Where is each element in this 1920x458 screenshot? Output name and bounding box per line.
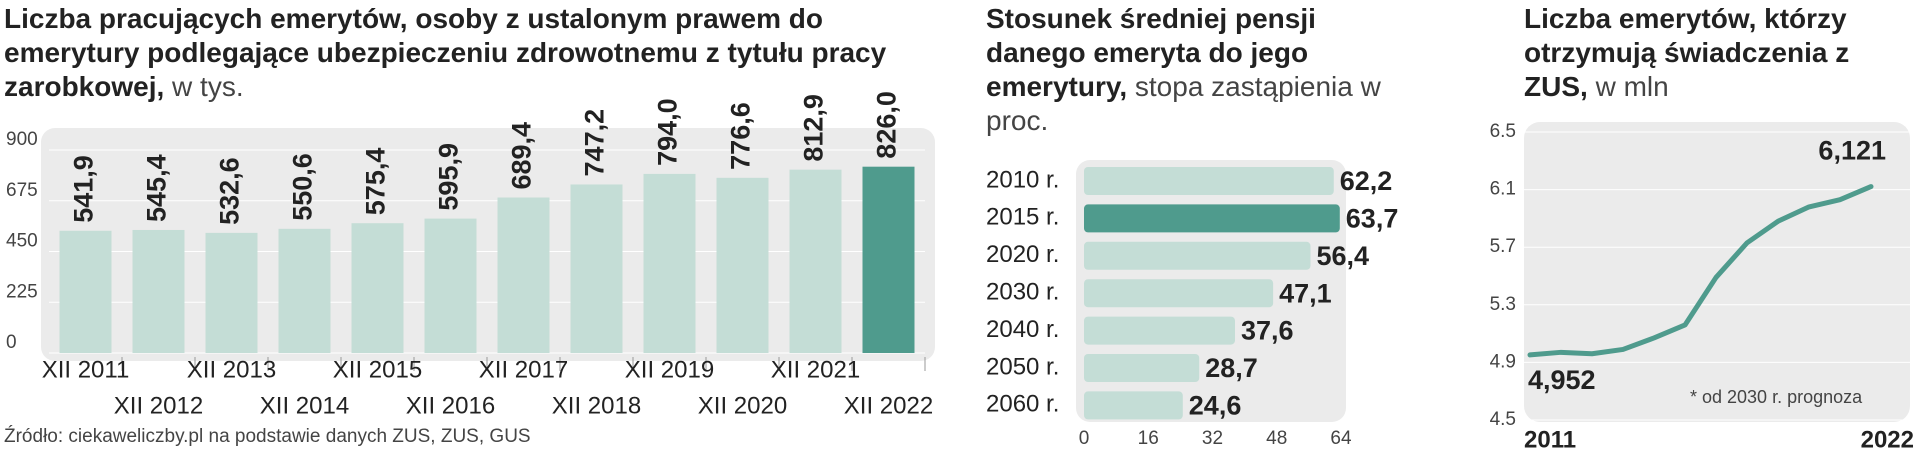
bar <box>1084 241 1311 270</box>
y-tick-label: 5.7 <box>1490 236 1516 257</box>
bar <box>1084 167 1334 195</box>
bar <box>497 197 550 353</box>
bar <box>570 184 623 353</box>
value-label: 776,6 <box>726 102 756 170</box>
annotation: * od 2030 r. prognoza <box>1690 387 1863 407</box>
value-label: 4,952 <box>1528 365 1596 395</box>
y-tick-label: 4.5 <box>1490 409 1516 430</box>
y-tick-label: 2015 r. <box>986 204 1059 231</box>
x-tick-label: XII 2019 <box>625 356 714 383</box>
value-label: 550,6 <box>288 153 318 221</box>
y-tick-label: 4.9 <box>1490 351 1516 372</box>
value-label: 28,7 <box>1205 353 1258 383</box>
plot-background <box>1524 122 1910 422</box>
bar <box>1084 204 1340 233</box>
chart-unit: w tys. <box>172 71 244 102</box>
chart-title: Stosunek średniej pensji danego emeryta … <box>986 3 1316 102</box>
y-tick-label: 2060 r. <box>986 391 1059 418</box>
value-label: 63,7 <box>1346 204 1399 234</box>
bar <box>716 177 769 353</box>
y-tick-label: 5.3 <box>1490 294 1516 315</box>
x-tick-label: 32 <box>1202 428 1223 449</box>
value-label: 545,4 <box>142 154 172 222</box>
value-label: 689,4 <box>507 122 537 190</box>
x-tick-label: 48 <box>1266 428 1287 449</box>
line <box>1527 184 1874 358</box>
x-tick-label: XII 2021 <box>771 356 860 383</box>
y-tick-label: 225 <box>6 281 38 302</box>
bar <box>1084 316 1235 345</box>
y-tick-label: 2040 r. <box>986 316 1059 343</box>
value-label: 37,6 <box>1241 316 1294 346</box>
y-tick-label: 2020 r. <box>986 241 1059 268</box>
bar <box>862 166 915 353</box>
bar <box>132 229 185 353</box>
x-tick-label: 0 <box>1079 428 1090 449</box>
value-label: 747,2 <box>580 109 610 177</box>
y-tick-label: 2030 r. <box>986 279 1059 306</box>
value-label: 532,6 <box>215 157 245 225</box>
bar <box>1084 391 1183 420</box>
chart-title-block: Liczba emerytów, którzy otrzymują świadc… <box>1524 2 1920 104</box>
x-tick-label: 64 <box>1330 428 1352 449</box>
x-tick-label: XII 2020 <box>698 392 787 419</box>
chart-title-block: Stosunek średniej pensji danego emeryta … <box>986 2 1416 138</box>
value-label: 6,121 <box>1818 136 1886 166</box>
value-label: 575,4 <box>361 148 391 216</box>
x-tick-label: 2011 <box>1524 426 1576 453</box>
y-tick-label: 2050 r. <box>986 353 1059 380</box>
bar <box>643 173 696 353</box>
x-tick-label: XII 2015 <box>333 356 422 383</box>
chart-unit: stopa zastąpienia w proc. <box>986 71 1381 136</box>
value-label: 24,6 <box>1189 391 1242 421</box>
y-tick-label: 900 <box>6 129 38 150</box>
source: Źródło: ciekaweliczby.pl na podstawie da… <box>4 426 531 447</box>
bar <box>351 223 404 353</box>
chart-title-block: Liczba pracujących emerytów, osoby z ust… <box>4 2 904 104</box>
bar <box>205 232 258 353</box>
x-tick-label: XII 2017 <box>479 356 568 383</box>
value-label: 826,0 <box>872 91 902 159</box>
chart-unit: w mln <box>1595 71 1669 102</box>
x-tick-label: XII 2014 <box>260 392 349 419</box>
x-tick-label: XII 2018 <box>552 392 641 419</box>
y-tick-label: 675 <box>6 180 38 201</box>
x-tick-label: XII 2011 <box>42 356 130 383</box>
x-tick-label: 16 <box>1138 428 1159 449</box>
value-label: 812,9 <box>799 94 829 162</box>
value-label: 47,1 <box>1279 278 1332 308</box>
value-label: 62,2 <box>1340 166 1393 196</box>
x-tick-label: XII 2012 <box>114 392 203 419</box>
bar <box>424 218 477 353</box>
value-label: 541,9 <box>69 155 99 223</box>
bar <box>789 169 842 353</box>
y-tick-label: 6.1 <box>1490 179 1516 200</box>
x-tick-label: 2022 <box>1861 426 1914 453</box>
value-label: 56,4 <box>1316 241 1369 271</box>
x-tick-label: XII 2016 <box>406 392 495 419</box>
bar <box>1084 354 1200 382</box>
chart-title: Liczba emerytów, którzy otrzymują świadc… <box>1524 3 1850 102</box>
y-tick-label: 450 <box>6 231 38 252</box>
value-label: 595,9 <box>434 143 464 211</box>
bar <box>59 230 112 353</box>
chart-title: Liczba pracujących emerytów, osoby z ust… <box>4 3 887 102</box>
bar <box>278 228 331 353</box>
bar <box>1084 279 1274 308</box>
y-tick-label: 2010 r. <box>986 166 1059 193</box>
x-tick-label: XII 2013 <box>187 356 276 383</box>
y-tick-label: 0 <box>6 332 17 353</box>
value-label: 794,0 <box>653 98 683 166</box>
x-tick-label: XII 2022 <box>844 392 933 419</box>
y-tick-label: 6.5 <box>1490 121 1516 142</box>
